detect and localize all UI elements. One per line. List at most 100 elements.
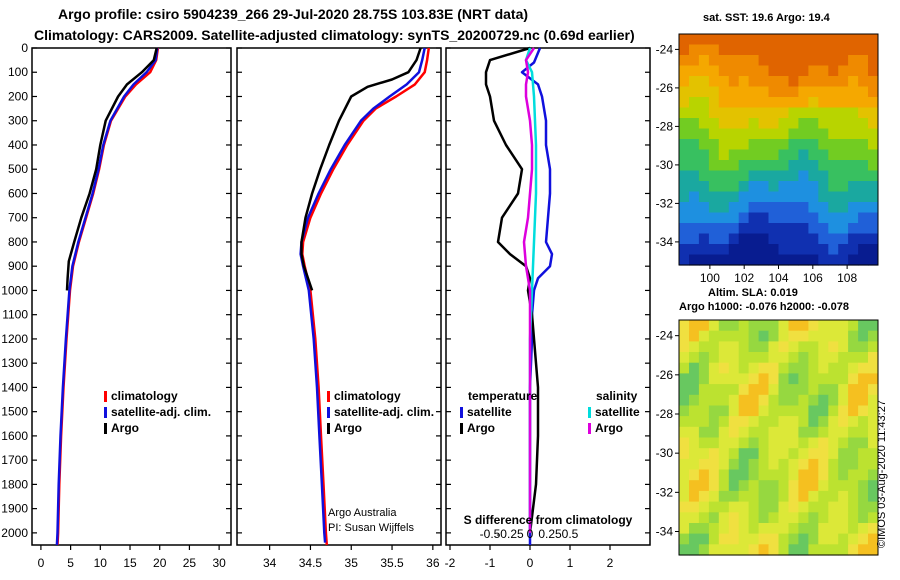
map-cell xyxy=(848,384,859,396)
map-cell xyxy=(808,523,819,535)
map-cell xyxy=(689,233,700,245)
map-cell xyxy=(798,149,809,161)
map-cell xyxy=(689,362,700,374)
map-cell xyxy=(728,320,740,332)
map-cell xyxy=(848,118,859,130)
map-cell xyxy=(808,212,819,224)
map-cell xyxy=(718,170,730,182)
map-cell xyxy=(689,107,700,119)
map-cell xyxy=(718,405,730,417)
map-cell xyxy=(818,254,829,266)
map-cell xyxy=(798,512,809,524)
map-cell xyxy=(728,394,740,407)
map-cell xyxy=(708,544,720,556)
map-cell xyxy=(838,244,849,256)
map-cell xyxy=(728,65,740,77)
map-cell xyxy=(868,416,879,428)
map-cell xyxy=(858,191,869,203)
map-cell xyxy=(798,523,809,535)
map-cell xyxy=(818,149,829,161)
map-cell xyxy=(798,458,809,471)
map-cell xyxy=(868,118,879,130)
legend-swatch-1-2 xyxy=(327,423,330,434)
map-cell xyxy=(788,480,799,492)
map-cell xyxy=(798,170,809,182)
map-cell xyxy=(858,330,869,342)
map-cell xyxy=(708,533,720,545)
map-cell xyxy=(728,469,740,481)
map-cell xyxy=(788,34,799,46)
map-cell xyxy=(728,191,740,203)
map-cell xyxy=(848,212,859,224)
map-cell xyxy=(828,362,839,374)
map-cell xyxy=(748,97,760,109)
map-cell xyxy=(698,341,710,353)
map-cell xyxy=(848,44,859,56)
map-cell xyxy=(868,107,879,119)
map-cell xyxy=(689,426,700,439)
map-cell xyxy=(748,341,760,353)
map-cell xyxy=(868,352,879,364)
map-cell xyxy=(858,523,869,535)
map-cell xyxy=(838,139,849,151)
map-cell xyxy=(738,86,750,98)
title-line-1: Argo profile: csiro 5904239_266 29-Jul-2… xyxy=(58,6,529,22)
map-cell xyxy=(758,55,770,67)
map-cell xyxy=(778,448,789,460)
y-tick-label-0: 0 xyxy=(21,41,28,55)
map-cell xyxy=(838,341,849,353)
map-cell xyxy=(798,107,809,119)
x-tick-label-0-4: 20 xyxy=(153,556,167,570)
map-cell xyxy=(718,480,730,492)
map-cell xyxy=(858,149,869,161)
map-cell xyxy=(738,55,750,67)
map-cell xyxy=(788,544,799,556)
map-cell xyxy=(798,233,809,245)
map-cell xyxy=(679,341,690,353)
map-cell xyxy=(728,523,740,535)
map-cell xyxy=(689,55,700,67)
map-cell xyxy=(798,544,809,556)
map-cell xyxy=(698,458,710,471)
map-cell xyxy=(708,320,720,332)
map-cell xyxy=(848,55,859,67)
legend-swatch-2-2 xyxy=(588,407,591,418)
map-cell xyxy=(728,97,740,109)
map-cell xyxy=(679,170,690,182)
map-cell xyxy=(778,170,789,182)
map-cell xyxy=(798,55,809,67)
map-xtick-label-0-2: 104 xyxy=(768,271,788,285)
map-cell xyxy=(708,254,720,266)
map-cell xyxy=(728,458,740,471)
map-cell xyxy=(848,160,859,172)
map-cell xyxy=(828,501,839,513)
map-cell xyxy=(848,544,859,556)
map-cell xyxy=(728,426,740,439)
map-cell xyxy=(798,373,809,385)
map-cell xyxy=(698,181,710,193)
map-cell xyxy=(798,212,809,224)
map-cell xyxy=(698,352,710,364)
map-cell xyxy=(808,128,819,140)
map-cell xyxy=(679,191,690,203)
map-cell xyxy=(758,320,770,332)
map-xtick-label-0-4: 108 xyxy=(837,271,857,285)
map-cell xyxy=(758,501,770,513)
map-cell xyxy=(818,202,829,214)
y-tick-label-19: 1900 xyxy=(1,502,28,516)
map-cell xyxy=(738,65,750,77)
map-cell xyxy=(788,458,799,471)
map-cell xyxy=(808,107,819,119)
map-cell xyxy=(848,34,859,46)
map-cell xyxy=(788,373,799,385)
map-cell xyxy=(718,544,730,556)
map-cell xyxy=(858,490,869,503)
map-cell xyxy=(679,254,690,266)
map-cell xyxy=(808,149,819,161)
map-cell xyxy=(778,373,789,385)
map-cell xyxy=(828,405,839,417)
map-cell xyxy=(828,212,839,224)
legend-swatch-2-3 xyxy=(588,423,591,434)
map-cell xyxy=(838,490,849,503)
map-cell xyxy=(698,170,710,182)
